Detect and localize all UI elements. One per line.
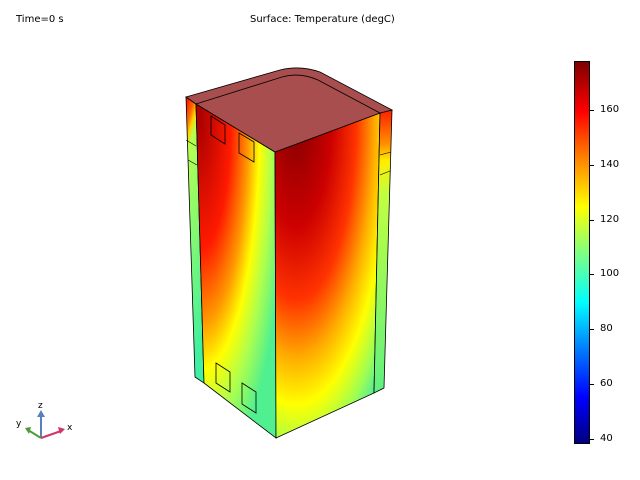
right-strip-line [379, 151, 392, 156]
colorbar-tick-mark [590, 384, 594, 385]
colorbar-tick-label: 100 [600, 268, 620, 279]
vent-top-1 [210, 115, 226, 145]
x-axis-arrow [40, 430, 62, 439]
colorbar-tick-label: 140 [600, 159, 620, 170]
plot-title: Surface: Temperature (degC) [250, 14, 395, 25]
z-axis-arrowhead [37, 410, 45, 417]
colorbar-tick-mark [590, 220, 594, 221]
right-strip-line [379, 170, 391, 176]
x-axis-label: x [67, 423, 73, 433]
colorbar-tick-mark [590, 329, 594, 330]
colorbar-tick-label: 60 [600, 378, 613, 389]
y-axis-arrow [27, 429, 42, 439]
left-strip-line [187, 159, 198, 166]
z-axis-label: z [38, 401, 43, 411]
colorbar-tick-mark [590, 439, 594, 440]
colorbar-tick-label: 80 [600, 323, 613, 334]
colorbar-tick-label: 40 [600, 433, 613, 444]
colorbar-tick-mark [590, 274, 594, 275]
vent-top-2 [238, 132, 255, 163]
left-strip-line [185, 139, 197, 147]
x-axis-arrowhead [58, 427, 65, 434]
vent-bottom-2 [241, 382, 257, 414]
y-axis-label: y [16, 419, 22, 429]
axis-triad: z x y [16, 401, 73, 439]
time-label: Time=0 s [16, 14, 64, 25]
y-axis-arrowhead [25, 427, 31, 434]
box-right-face [274, 112, 381, 439]
colorbar-tick-mark [590, 165, 594, 166]
colorbar-tick-label: 120 [600, 214, 620, 225]
box-top-face [185, 67, 394, 153]
box-left-face [195, 103, 277, 439]
vent-bottom-1 [215, 362, 231, 393]
colorbar-tick-label: 160 [600, 104, 620, 115]
colorbar-tick-mark [590, 110, 594, 111]
colorbar [574, 61, 590, 444]
box-top-rim [195, 74, 381, 114]
